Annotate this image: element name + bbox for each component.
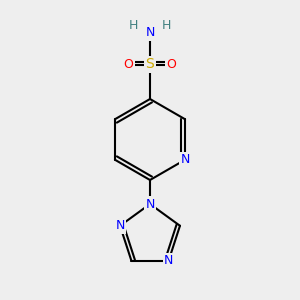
- Text: H: H: [162, 19, 171, 32]
- Text: N: N: [164, 254, 173, 268]
- Text: N: N: [145, 197, 155, 211]
- Text: N: N: [116, 219, 125, 232]
- Text: H: H: [129, 19, 138, 32]
- Text: N: N: [145, 26, 155, 40]
- Text: S: S: [146, 58, 154, 71]
- Text: O: O: [167, 58, 176, 71]
- Text: O: O: [124, 58, 133, 71]
- Text: N: N: [180, 153, 190, 166]
